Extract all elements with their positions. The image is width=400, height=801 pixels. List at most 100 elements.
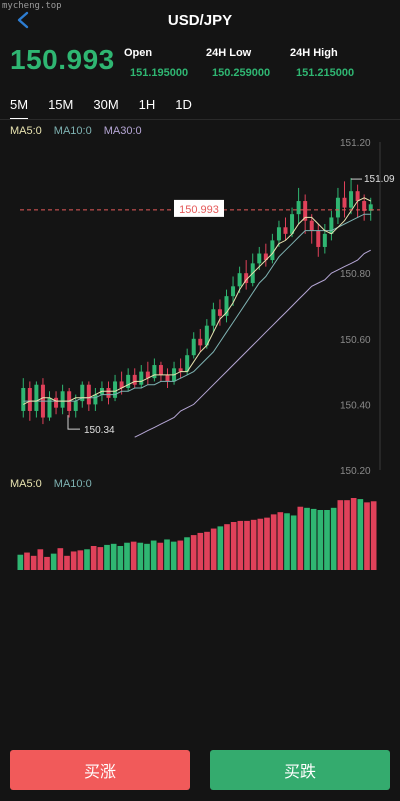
low-label: 24H Low — [206, 47, 252, 59]
ma30-label: MA30:0 — [103, 125, 142, 137]
volume-bar — [210, 528, 217, 570]
volume-bar — [237, 520, 244, 570]
candle-body — [73, 401, 78, 411]
candle-body — [47, 397, 52, 418]
candle-body — [152, 365, 157, 379]
y-tick-label: 150.40 — [340, 400, 371, 411]
volume-bar — [117, 546, 124, 570]
volume-bar — [110, 543, 117, 570]
open-value: 151.195000 — [130, 67, 189, 79]
volume-bar — [370, 501, 377, 570]
candle-body — [296, 201, 301, 215]
candle-body — [368, 204, 373, 211]
volume-bar — [84, 549, 90, 570]
candle-body — [80, 384, 85, 402]
back-arrow-icon[interactable] — [14, 10, 34, 30]
volume-bar — [137, 542, 144, 570]
candle-body — [198, 338, 203, 346]
candle-body — [362, 201, 367, 211]
candle-body — [217, 309, 222, 316]
candle-body — [86, 384, 91, 405]
volume-bar — [190, 535, 197, 570]
volume-bar — [304, 507, 310, 570]
volume-bar — [30, 555, 37, 570]
high-stat: 24H High 151.215000 — [290, 47, 354, 79]
candle-body — [93, 394, 98, 405]
volume-bar — [364, 502, 370, 570]
candle-body — [132, 374, 137, 385]
volume-bar — [130, 541, 137, 570]
volume-bar — [270, 514, 277, 570]
candle-body — [290, 214, 295, 234]
candle-body — [309, 220, 314, 231]
open-label: Open — [124, 47, 153, 59]
volume-bar — [124, 542, 130, 570]
volume-bar — [317, 510, 324, 570]
ma10-label: MA10:0 — [53, 125, 92, 137]
volume-bar — [324, 510, 330, 570]
buy-rise-button[interactable]: 买涨 — [10, 750, 190, 790]
candle-body — [119, 381, 124, 388]
candle-body — [34, 384, 39, 411]
low-stat: 24H Low 150.259000 — [206, 47, 270, 79]
candle-body — [224, 296, 229, 316]
volume-bar — [250, 519, 257, 570]
page-title: USD/JPY — [167, 12, 233, 29]
ma30-line — [134, 249, 371, 438]
candlestick-chart[interactable]: 151.20 150.80 150.60 150.40 150.20 150.993 151… — [0, 0, 400, 580]
timeframe-tabs: 5M 15M 30M 1H 1D — [10, 97, 212, 120]
volume-ma-legend: MA5:0 MA10:0 — [10, 478, 104, 490]
candle-body — [303, 201, 308, 221]
volume-bar — [37, 549, 44, 570]
volume-bar — [290, 515, 297, 570]
volume-bar — [157, 542, 164, 570]
candle-body — [185, 355, 190, 372]
current-price-tag-label: 150.993 — [179, 204, 219, 216]
y-tick-label: 150.20 — [340, 466, 371, 477]
max-price-label: 151.09 — [364, 174, 395, 185]
volume-bar — [197, 532, 204, 570]
buy-fall-button[interactable]: 买跌 — [210, 750, 390, 790]
volume-bar — [344, 500, 350, 570]
candle-body — [342, 197, 347, 208]
volume-bar — [350, 498, 357, 570]
candle-body — [335, 197, 340, 218]
volume-bar — [17, 554, 24, 570]
candle-body — [231, 286, 236, 297]
candle-body — [21, 388, 26, 411]
candle-body — [204, 325, 209, 346]
candle-body — [270, 240, 275, 261]
tab-1h[interactable]: 1H — [138, 97, 156, 112]
candle-body — [60, 391, 65, 408]
volume-bar — [150, 540, 157, 570]
volume-bar — [184, 537, 190, 570]
volume-bar — [204, 531, 210, 570]
candle-body — [158, 365, 163, 375]
volume-bar — [337, 500, 344, 570]
volume-bar — [230, 522, 237, 570]
volume-ma10-label: MA10:0 — [53, 478, 92, 490]
tab-1d[interactable]: 1D — [175, 97, 192, 112]
volume-bar — [277, 512, 284, 570]
volume-bar — [257, 518, 264, 570]
volume-bar — [50, 553, 57, 570]
volume-bar — [170, 541, 177, 570]
tab-15m[interactable]: 15M — [48, 97, 74, 112]
volume-bar — [284, 513, 290, 570]
volume-bar — [144, 543, 150, 570]
candle-body — [355, 191, 360, 202]
volume-bar — [310, 508, 317, 570]
tab-30m[interactable]: 30M — [93, 97, 119, 112]
candle-body — [329, 217, 334, 234]
candle-body — [263, 253, 268, 261]
watermark: mycheng.top — [2, 1, 62, 11]
candle-body — [113, 381, 118, 398]
volume-bar — [297, 506, 304, 570]
ma5-line — [23, 197, 371, 405]
candle-body — [276, 227, 281, 241]
y-tick-label: 150.80 — [340, 269, 371, 280]
volume-bar — [44, 556, 50, 570]
volume-bar — [217, 526, 224, 570]
candle-body — [257, 253, 262, 264]
volume-ma5-label: MA5:0 — [10, 478, 42, 490]
